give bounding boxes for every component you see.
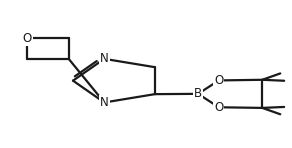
Text: B: B <box>194 87 202 100</box>
Text: N: N <box>100 52 109 65</box>
Text: O: O <box>214 101 223 114</box>
Text: O: O <box>214 74 223 87</box>
Text: N: N <box>100 96 109 109</box>
Text: O: O <box>22 32 32 45</box>
